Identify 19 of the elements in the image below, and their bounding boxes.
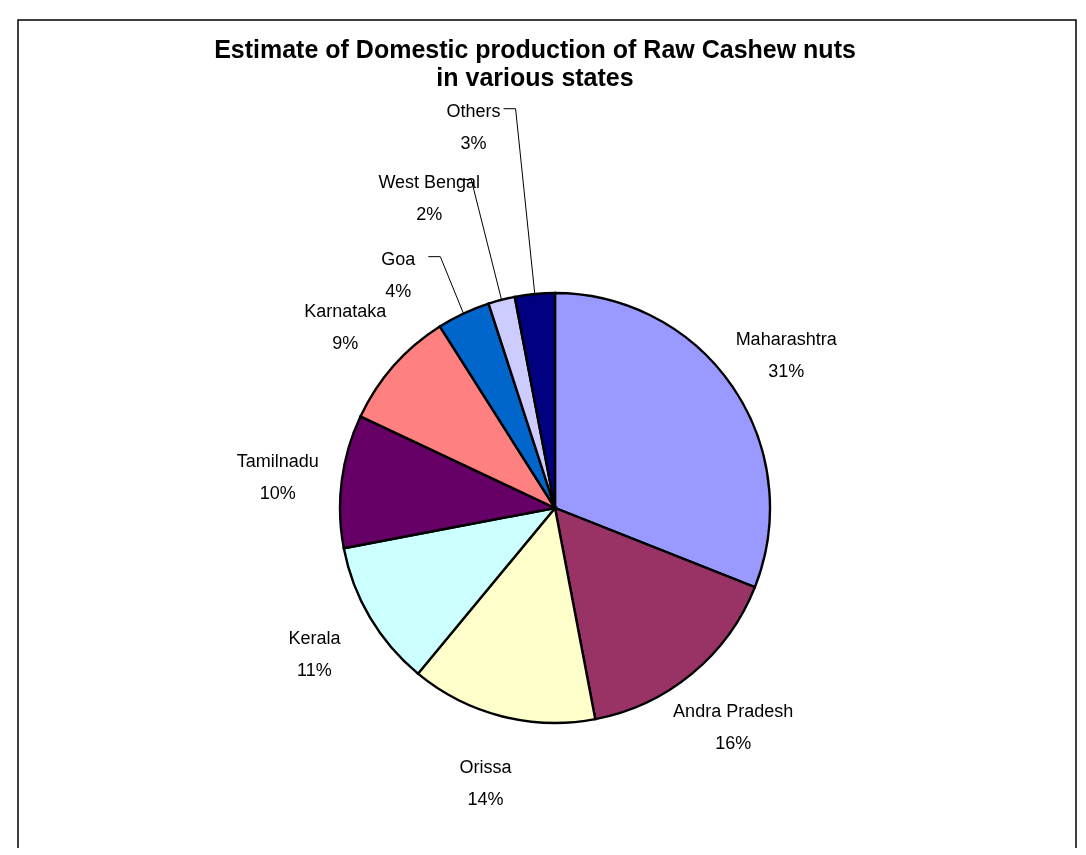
data-label: 9% — [332, 333, 359, 354]
data-label: 3% — [460, 132, 487, 153]
data-label: 16% — [715, 733, 752, 754]
chart-title: Estimate of Domestic production of Raw Cashew nuts in various states — [214, 35, 856, 91]
data-label: 11% — [297, 660, 332, 681]
slice-label: West Bengal — [378, 171, 481, 192]
data-label: 14% — [467, 788, 504, 809]
data-label: 2% — [416, 203, 443, 224]
slice-label: Orissa — [459, 756, 513, 777]
slice-label: Karnataka — [304, 301, 388, 322]
data-label: 31% — [768, 360, 805, 381]
slice-label: Maharashtra — [735, 328, 838, 349]
data-label: 10% — [259, 482, 296, 503]
slice-label: Others — [446, 100, 501, 121]
data-label: 4% — [385, 280, 412, 301]
slice-label: Goa — [381, 248, 417, 269]
slice-label: Andra Pradesh — [673, 701, 794, 722]
slice-label: Tamilnadu — [236, 450, 319, 471]
slice-label: Kerala — [288, 628, 342, 649]
